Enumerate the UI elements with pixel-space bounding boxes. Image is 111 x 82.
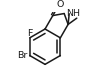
- Text: O: O: [57, 0, 64, 9]
- Text: NH: NH: [66, 9, 80, 18]
- Text: Br: Br: [17, 51, 27, 60]
- Text: F: F: [27, 29, 32, 38]
